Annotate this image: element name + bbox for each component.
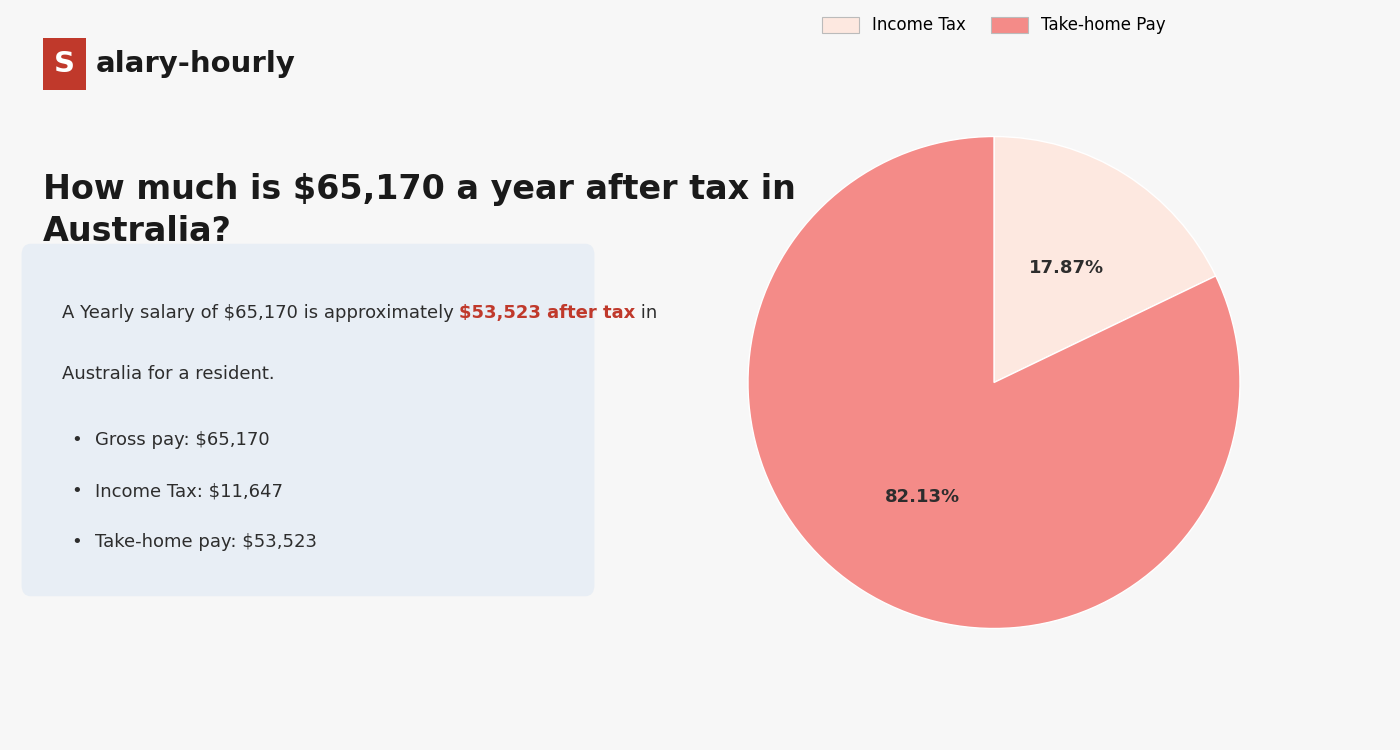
FancyBboxPatch shape [21,244,595,596]
Text: How much is $65,170 a year after tax in
Australia?: How much is $65,170 a year after tax in … [43,172,797,248]
Legend: Income Tax, Take-home Pay: Income Tax, Take-home Pay [816,10,1172,40]
Text: Gross pay: $65,170: Gross pay: $65,170 [95,431,270,449]
Text: $53,523 after tax: $53,523 after tax [459,304,636,322]
Text: Income Tax: $11,647: Income Tax: $11,647 [95,482,283,500]
Wedge shape [994,136,1215,382]
FancyBboxPatch shape [43,38,87,90]
Text: A Yearly salary of $65,170 is approximately: A Yearly salary of $65,170 is approximat… [62,304,459,322]
Text: S: S [55,50,76,78]
Wedge shape [748,136,1240,628]
Text: Take-home pay: $53,523: Take-home pay: $53,523 [95,533,318,551]
Text: in: in [636,304,658,322]
Text: •: • [71,533,81,551]
Text: •: • [71,431,81,449]
Text: 17.87%: 17.87% [1029,259,1103,277]
Text: •: • [71,482,81,500]
Text: 82.13%: 82.13% [885,488,959,506]
Text: Australia for a resident.: Australia for a resident. [62,365,274,383]
Text: alary-hourly: alary-hourly [95,50,295,78]
